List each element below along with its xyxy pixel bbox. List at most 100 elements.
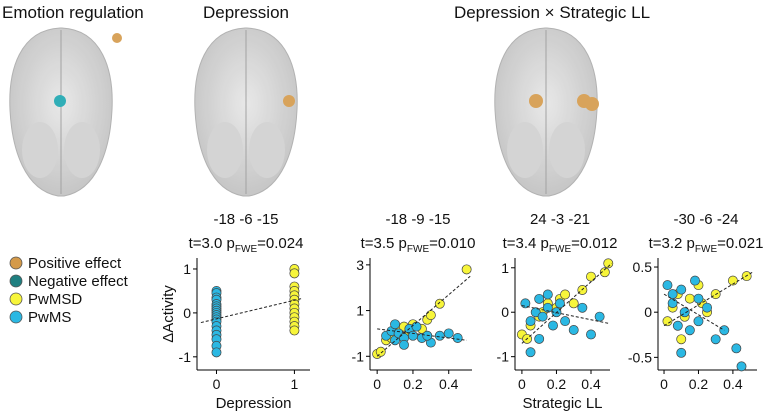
chart-stat-part: =0.010 [429,235,475,252]
data-point [693,316,704,327]
chart-title: -18 -6 -15 [213,211,278,228]
fit-line [663,271,754,327]
data-point [425,310,436,321]
data-point [676,284,687,295]
legend-swatch [9,292,23,306]
data-point [662,316,673,327]
data-point [603,258,614,269]
y-axis-label: ΔActivity [160,285,177,343]
panel-title: Depression [203,3,289,22]
data-point [568,298,579,309]
data-point [586,271,596,282]
y-tick-label: 0 [183,305,191,321]
x-tick-label: 0.2 [689,376,709,392]
chart-stat-part: FWE [407,244,430,255]
chart-stat-part: FWE [549,244,572,255]
chart-stat-part: FWE [235,244,258,255]
x-tick-label: 0 [213,376,221,392]
data-point [542,302,553,313]
chart-stat: t=3.2 pFWE=0.021 [649,235,764,255]
chart-stat-part: t=3.4 p [503,235,549,252]
data-point [548,320,558,331]
y-tick-label: -1 [179,349,192,365]
data-point [736,361,747,372]
data-point [542,289,553,300]
chart-stat: t=3.5 pFWE=0.010 [361,235,476,255]
data-point [560,316,571,327]
x-tick-label: 0.2 [403,376,423,392]
x-tick-label: 0.4 [439,376,459,392]
data-point [211,347,222,358]
chart-stat-part: FWE [695,244,718,255]
brain-image [494,27,599,197]
data-point [530,307,541,318]
y-tick-label: 1 [356,303,364,319]
chart-stat: t=3.0 pFWE=0.024 [189,235,304,255]
data-point [452,333,463,343]
x-tick-label: 1 [291,376,299,392]
x-axis-label: Depression [216,395,292,411]
data-point [672,320,683,331]
x-tick-label: 0 [660,376,668,392]
data-point [407,330,418,341]
data-point [577,302,588,313]
y-tick-label: -1 [497,349,510,365]
x-tick-label: 0.4 [723,376,743,392]
data-point [727,275,738,286]
y-tick-label: -1 [352,348,365,364]
data-point [594,311,605,322]
chart-stat-part: t=3.5 p [361,235,407,252]
legend-swatch [9,274,23,288]
y-tick-label: 1 [501,260,509,276]
data-point [534,333,545,344]
data-point [702,302,713,313]
legend-label: PwMS [28,309,71,326]
data-point [461,264,472,275]
x-tick-label: 0 [518,376,526,392]
data-point [667,289,678,300]
fit-line [376,275,471,357]
chart-stat-part: =0.024 [257,235,303,252]
data-point [289,325,300,336]
panel-title: Emotion regulation [2,3,144,22]
data-point [411,321,422,332]
data-point [443,328,454,339]
chart-title: 24 -3 -21 [530,211,590,228]
data-point [662,280,673,291]
chart-stat-part: =0.021 [717,235,763,252]
chart-stat-part: t=3.2 p [649,235,695,252]
data-point [684,325,695,336]
data-point [525,316,536,327]
fit-line [200,297,303,324]
data-point [375,346,386,357]
panel-title: Depression × Strategic LL [454,3,650,22]
data-point [586,329,596,340]
data-point [710,334,721,345]
data-point [525,347,536,358]
y-tick-label: -0.5 [628,349,652,365]
brain-image [9,27,122,197]
y-tick-label: 0 [644,304,652,320]
legend-label: PwMSD [28,291,82,308]
chart-stat: t=3.4 pFWE=0.012 [503,235,618,255]
x-tick-label: 0.4 [581,376,601,392]
fit-line [377,328,467,341]
data-point [390,319,401,330]
data-point [534,293,545,304]
data-point [731,343,742,354]
y-tick-label: 0.5 [633,259,653,275]
y-tick-label: 0 [501,304,509,320]
legend-swatch [9,310,23,324]
fit-line [663,293,725,331]
y-tick-label: 1 [183,261,191,277]
data-point [693,293,704,304]
data-point [719,325,730,336]
y-tick-label: 3 [356,257,364,273]
chart-title: -30 -6 -24 [673,211,738,228]
data-point [599,267,610,278]
data-point [434,298,445,309]
brain-image [194,27,298,197]
chart-stat-part: =0.012 [571,235,617,252]
legend-label: Negative effect [28,273,129,290]
